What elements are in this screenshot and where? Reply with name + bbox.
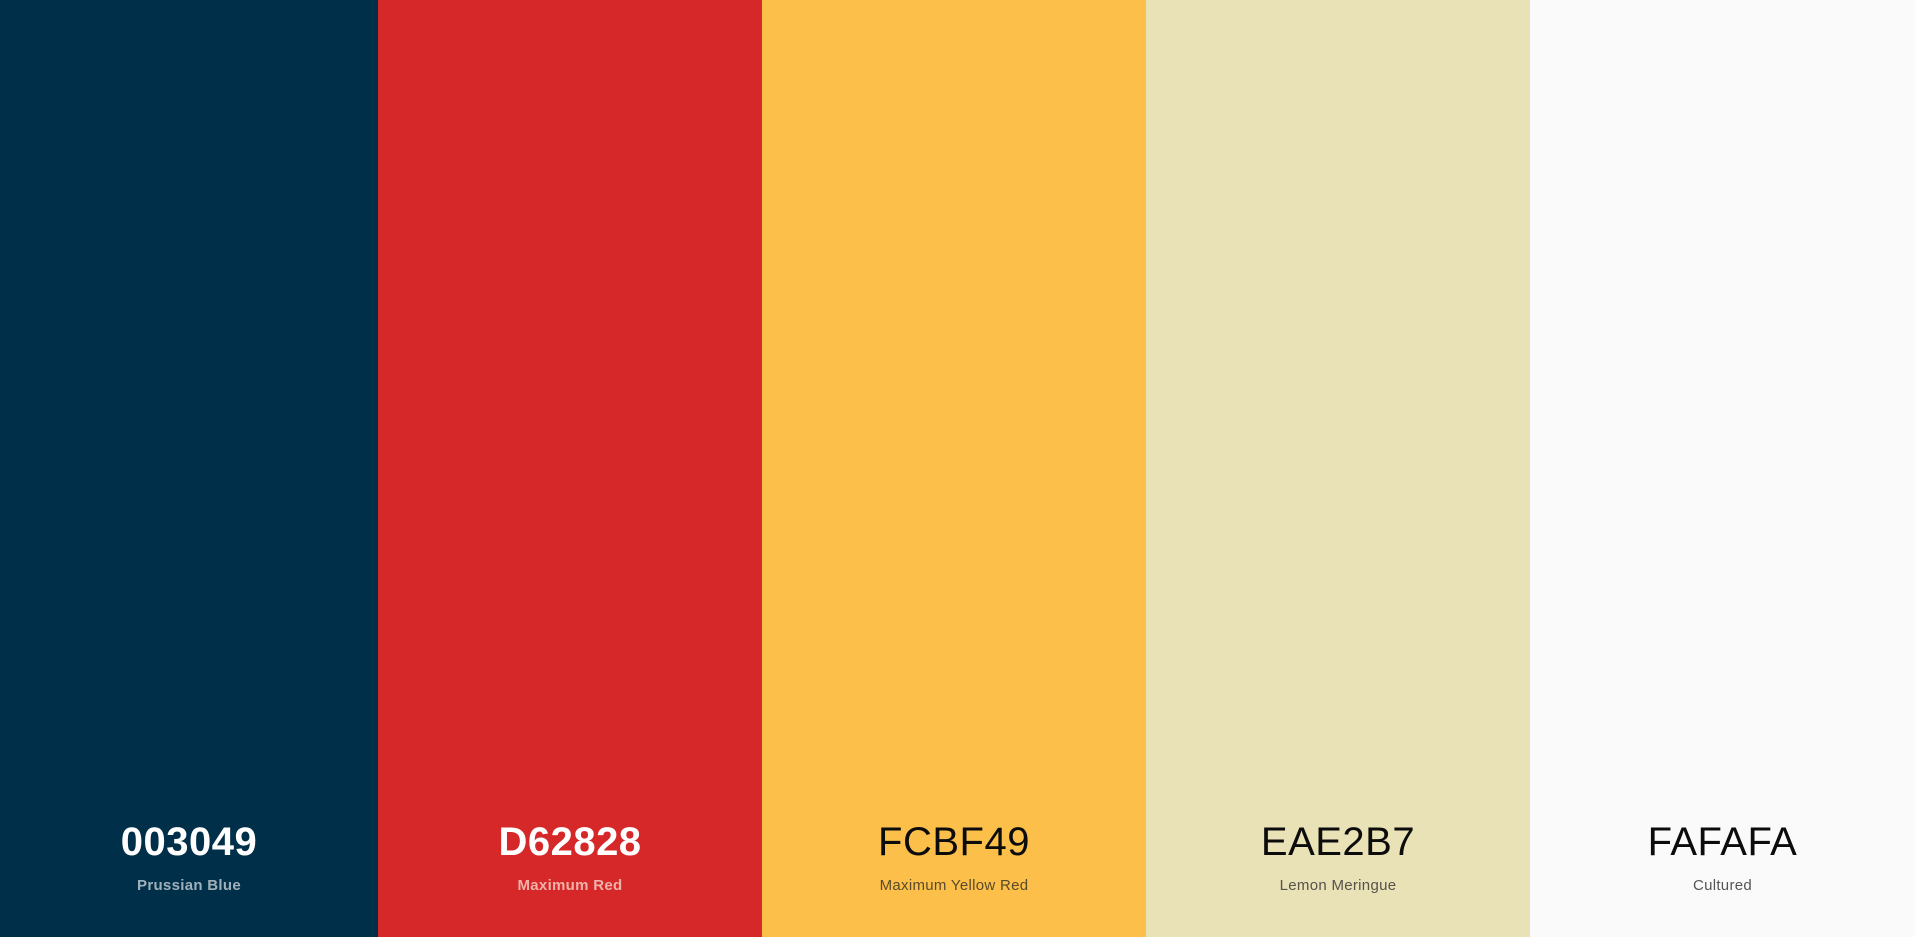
color-swatch-prussian-blue[interactable]: 003049 Prussian Blue [0, 0, 378, 937]
swatch-info: FAFAFA Cultured [1530, 818, 1915, 895]
color-swatch-maximum-yellow-red[interactable]: FCBF49 Maximum Yellow Red [762, 0, 1146, 937]
swatch-info: 003049 Prussian Blue [0, 818, 378, 895]
color-swatch-lemon-meringue[interactable]: EAE2B7 Lemon Meringue [1146, 0, 1530, 937]
color-swatch-maximum-red[interactable]: D62828 Maximum Red [378, 0, 762, 937]
color-name[interactable]: Cultured [1692, 877, 1753, 894]
hex-code[interactable]: D62828 [498, 820, 642, 864]
color-swatch-cultured[interactable]: FAFAFA Cultured [1530, 0, 1915, 937]
color-name[interactable]: Prussian Blue [137, 877, 241, 894]
hex-code[interactable]: 003049 [120, 820, 258, 864]
color-name[interactable]: Lemon Meringue [1279, 877, 1397, 894]
color-name[interactable]: Maximum Red [517, 877, 623, 894]
color-name[interactable]: Maximum Yellow Red [879, 877, 1029, 894]
hex-code[interactable]: EAE2B7 [1260, 820, 1416, 864]
hex-code[interactable]: FAFAFA [1647, 820, 1798, 864]
swatch-info: EAE2B7 Lemon Meringue [1146, 818, 1530, 895]
hex-code[interactable]: FCBF49 [878, 820, 1030, 864]
swatch-info: D62828 Maximum Red [378, 818, 762, 895]
swatch-info: FCBF49 Maximum Yellow Red [762, 818, 1146, 895]
